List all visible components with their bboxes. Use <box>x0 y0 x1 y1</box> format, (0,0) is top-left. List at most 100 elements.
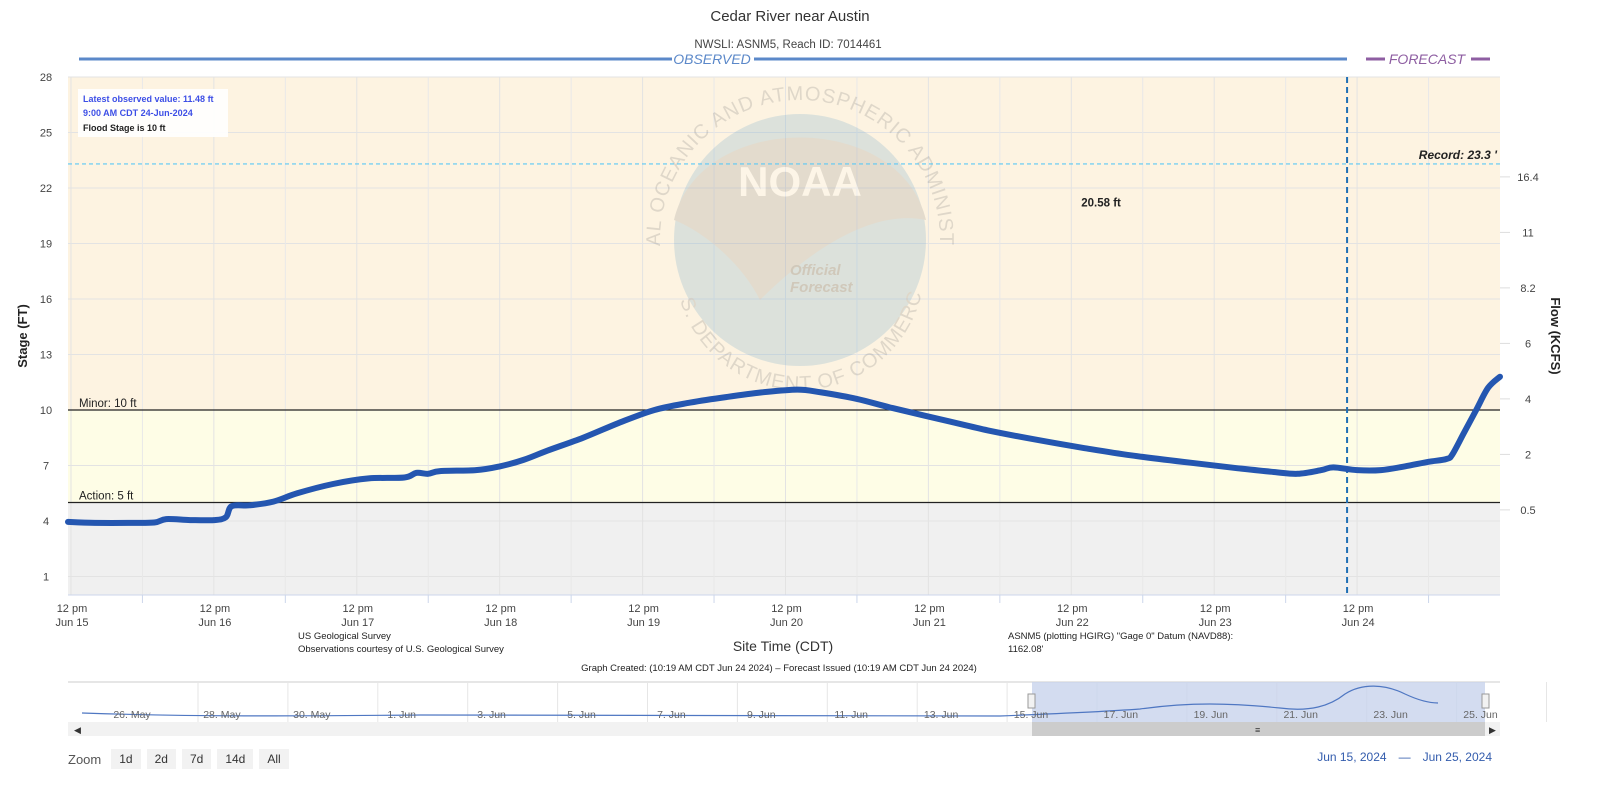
y2-tick-label: 0.5 <box>1520 505 1535 517</box>
zoom-1d-button[interactable]: 1d <box>111 749 141 769</box>
navigator-date-label: 9. Jun <box>747 709 776 721</box>
observed-point <box>92 520 98 526</box>
observed-point <box>890 405 895 411</box>
observed-point <box>1497 374 1503 379</box>
y2-tick-label: 4 <box>1525 394 1531 406</box>
y-tick-label: 13 <box>40 350 52 362</box>
date-range: Jun 15, 2024 — Jun 25, 2024 <box>1317 750 1492 764</box>
observed-band-label: OBSERVED <box>673 51 751 67</box>
x-tick-label: 12 pm <box>1343 603 1374 615</box>
axes: 1 4 7 10 13 16 19 22 25 28 0.5 2 4 6 8.2 11 16.4 12 pm Jun… <box>40 72 1539 629</box>
observed-point <box>1462 430 1467 435</box>
x-tick-label: Jun 24 <box>1342 617 1375 629</box>
observed-point <box>1319 467 1324 473</box>
observed-point <box>366 476 371 481</box>
watermark-official: Official <box>790 262 841 279</box>
observed-point <box>1295 471 1300 476</box>
observed-point <box>545 448 550 453</box>
observed-point <box>229 504 234 509</box>
zoom-7d-button[interactable]: 7d <box>181 749 212 769</box>
zoom-all-button[interactable]: All <box>259 749 289 769</box>
chart-title: Cedar River near Austin <box>710 8 869 25</box>
navigator-date-label: 25. Jun <box>1463 709 1498 721</box>
navigator-date-label: 13. Jun <box>924 709 959 721</box>
zoom-2d-button[interactable]: 2d <box>146 749 176 769</box>
y-tick-label: 19 <box>40 239 52 251</box>
observed-point <box>295 491 300 496</box>
observed-point <box>65 519 71 525</box>
observed-point <box>854 396 860 402</box>
observed-point <box>985 428 991 433</box>
navigator-date-label: 21. Jun <box>1283 709 1318 721</box>
navigator-date-label: 15. Jun <box>1014 709 1049 721</box>
noaa-logo-text: NOAA <box>738 158 862 205</box>
y-tick-label: 28 <box>40 72 52 84</box>
observed-point <box>1402 464 1407 469</box>
zone-normal <box>68 502 1500 595</box>
y-tick-label: 22 <box>40 183 52 195</box>
y-tick-label: 7 <box>43 461 49 473</box>
y-tick-label: 10 <box>40 405 52 417</box>
range-to[interactable]: Jun 25, 2024 <box>1422 750 1492 764</box>
x-tick-label: 12 pm <box>57 603 88 615</box>
navigator-scrollbar-thumb[interactable] <box>1032 722 1485 736</box>
action-stage-label: Action: 5 ft <box>79 491 134 503</box>
y2-tick-label: 6 <box>1525 338 1531 350</box>
observed-point <box>688 400 693 405</box>
observed-point <box>1271 469 1276 475</box>
observed-point <box>819 390 824 395</box>
navigator-date-label: 7. Jun <box>657 709 686 721</box>
navigator[interactable]: 26. May 28. May 30. May 1. Jun 3. Jun 5. Jun 7… <box>68 681 1547 736</box>
observed-point <box>1444 456 1449 462</box>
y2-tick-label: 2 <box>1525 449 1531 461</box>
x-tick-label: 12 pm <box>1057 603 1088 615</box>
observed-point <box>795 387 800 392</box>
observed-point <box>580 435 586 440</box>
navigator-handle-left[interactable] <box>1027 693 1036 709</box>
x-tick-label: 12 pm <box>771 603 802 615</box>
observed-point <box>652 407 657 413</box>
graph-created-note: Graph Created: (10:19 AM CDT Jun 24 2024… <box>581 663 977 674</box>
observed-point <box>426 471 431 476</box>
observed-point <box>437 468 443 474</box>
x-tick-label: Jun 19 <box>627 617 660 629</box>
observed-point <box>521 457 526 463</box>
y-tick-label: 1 <box>43 572 49 584</box>
x-axis-label: Site Time (CDT) <box>733 638 833 654</box>
zoom-14d-button[interactable]: 14d <box>217 749 254 769</box>
noaa-logo-bird <box>674 137 926 300</box>
info-latest-time: 9:00 AM CDT 24-Jun-2024 <box>83 108 193 118</box>
x-tick-label: 12 pm <box>1200 603 1231 615</box>
range-from[interactable]: Jun 15, 2024 <box>1317 750 1387 764</box>
zoom-controls: Zoom 1d 2d 7d 14d All <box>68 748 289 770</box>
observed-point <box>1474 407 1479 413</box>
navigator-date-label: 28. May <box>203 709 241 721</box>
observed-point <box>187 517 193 523</box>
credit-datum: ASNM5 (plotting HGIRG) "Gage 0" Datum (N… <box>1008 631 1233 642</box>
observed-series: 20.58 ft <box>65 197 1503 526</box>
y-tick-label: 16 <box>40 294 52 306</box>
range-separator: — <box>1398 750 1411 764</box>
navigator-selection[interactable] <box>1032 682 1485 722</box>
observed-point <box>473 467 479 473</box>
scroll-left-arrow-icon[interactable]: ◀ <box>74 725 81 735</box>
observed-point <box>1188 460 1193 465</box>
scrollbar-grip-icon: ≡ <box>1255 725 1260 735</box>
observed-point <box>1354 467 1360 473</box>
x-tick-label: Jun 22 <box>1056 617 1089 629</box>
x-tick-label: 12 pm <box>342 603 373 615</box>
watermark-forecast: Forecast <box>790 279 854 296</box>
info-box <box>78 89 228 137</box>
y2-axis-label: Flow (KCFS) <box>1548 297 1563 374</box>
observed-point <box>723 394 729 400</box>
navigator-handle-right[interactable] <box>1481 693 1490 709</box>
navigator-date-label: 23. Jun <box>1373 709 1408 721</box>
x-tick-label: 12 pm <box>628 603 659 615</box>
credit-source: US Geological Survey <box>298 631 391 642</box>
x-tick-label: Jun 23 <box>1199 617 1232 629</box>
observed-point <box>414 470 419 476</box>
observed-point <box>497 464 502 469</box>
scroll-right-arrow-icon[interactable]: ▶ <box>1489 725 1496 735</box>
y2-tick-label: 11 <box>1522 227 1533 239</box>
